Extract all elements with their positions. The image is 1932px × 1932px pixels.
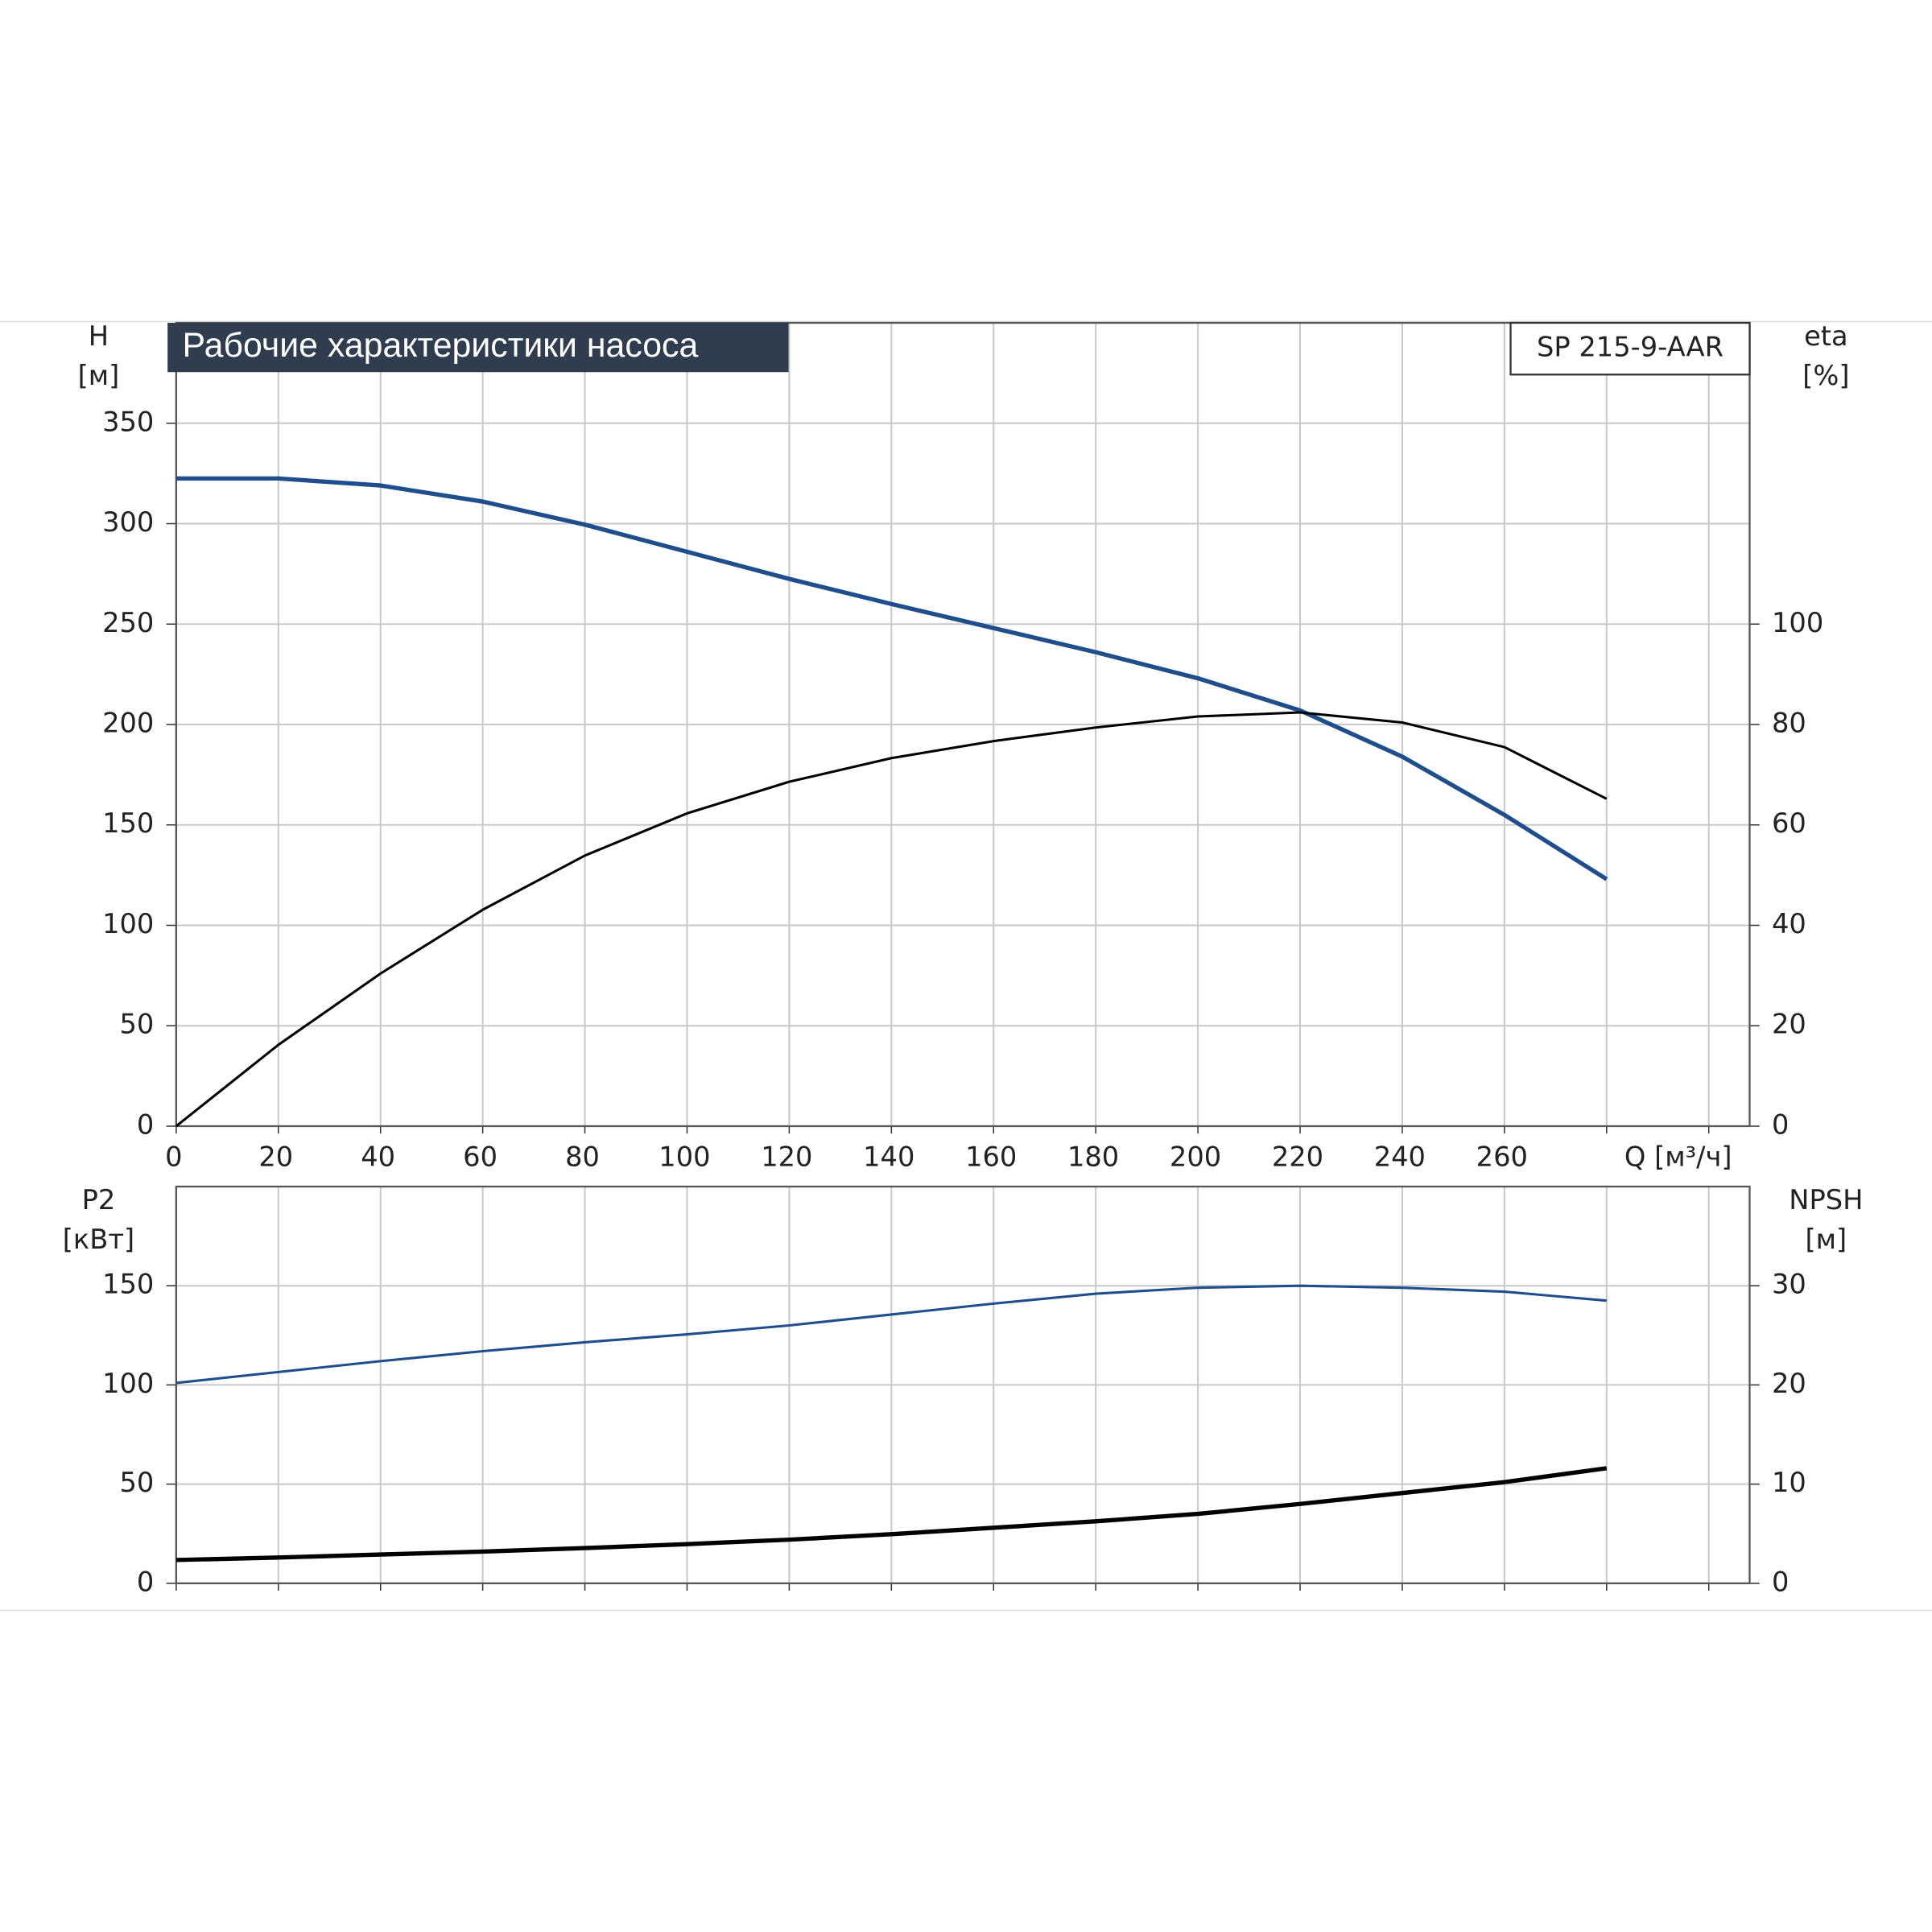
x-tick-label: 100	[658, 1141, 710, 1172]
y-tick-label: 300	[102, 506, 154, 538]
x-tick-label: 260	[1476, 1141, 1528, 1172]
y-axis-label: H	[89, 320, 109, 352]
x-tick-label: 200	[1170, 1141, 1221, 1172]
y2-tick-label: 60	[1772, 807, 1806, 839]
y-tick-label: 0	[137, 1566, 154, 1597]
y-tick-label: 50	[119, 1009, 154, 1040]
y2-tick-label: 0	[1772, 1108, 1789, 1140]
model-box	[1509, 321, 1751, 376]
y2-axis-label: eta	[1804, 320, 1848, 352]
y-tick-label: 150	[102, 807, 154, 839]
y2-axis-label: NPSH	[1789, 1184, 1863, 1216]
x-tick-label: 220	[1272, 1141, 1323, 1172]
series-line	[175, 711, 1608, 1128]
x-tick-label: 80	[565, 1141, 600, 1172]
y2-tick-label: 80	[1772, 708, 1806, 739]
x-tick-label: 40	[361, 1141, 395, 1172]
plot-frame	[175, 1185, 1751, 1584]
x-tick-label: 180	[1067, 1141, 1119, 1172]
y2-tick-label: 30	[1772, 1269, 1806, 1300]
x-tick-label: 240	[1374, 1141, 1426, 1172]
y-tick-label: 100	[102, 1368, 154, 1399]
y2-tick-label: 20	[1772, 1009, 1806, 1040]
x-tick-label: 140	[863, 1141, 914, 1172]
y-tick-label: 0	[137, 1108, 154, 1140]
plot-frame	[175, 321, 1751, 1128]
model-label: SP 215-9-AAR	[1537, 332, 1724, 363]
x-axis-label: Q [м³/ч]	[1624, 1141, 1732, 1172]
x-tick-label: 0	[165, 1141, 182, 1172]
x-tick-label: 20	[258, 1141, 293, 1172]
series-line	[175, 1284, 1607, 1385]
chart-title: Рабочие характеристики насоса	[183, 326, 699, 365]
y2-tick-label: 100	[1772, 607, 1823, 638]
series-line	[175, 476, 1608, 881]
y-tick-label: 50	[119, 1467, 154, 1498]
y-axis-unit: [кВт]	[63, 1224, 134, 1255]
title-box	[167, 323, 789, 373]
y2-tick-label: 10	[1772, 1467, 1806, 1498]
y2-axis-unit: [м]	[1806, 1224, 1847, 1255]
y-tick-label: 200	[102, 708, 154, 739]
y2-tick-label: 20	[1772, 1368, 1806, 1399]
y2-axis-unit: [%]	[1802, 360, 1849, 391]
series-line	[175, 1466, 1608, 1563]
y-tick-label: 100	[102, 908, 154, 939]
x-tick-label: 60	[463, 1141, 497, 1172]
x-tick-label: 120	[761, 1141, 812, 1172]
y2-tick-label: 0	[1772, 1566, 1789, 1597]
y-tick-label: 150	[102, 1269, 154, 1300]
y-axis-label: P2	[82, 1184, 116, 1216]
y2-tick-label: 40	[1772, 908, 1806, 939]
y-tick-label: 350	[102, 406, 154, 437]
y-axis-unit: [м]	[78, 360, 120, 391]
y-tick-label: 250	[102, 607, 154, 638]
x-tick-label: 160	[965, 1141, 1017, 1172]
